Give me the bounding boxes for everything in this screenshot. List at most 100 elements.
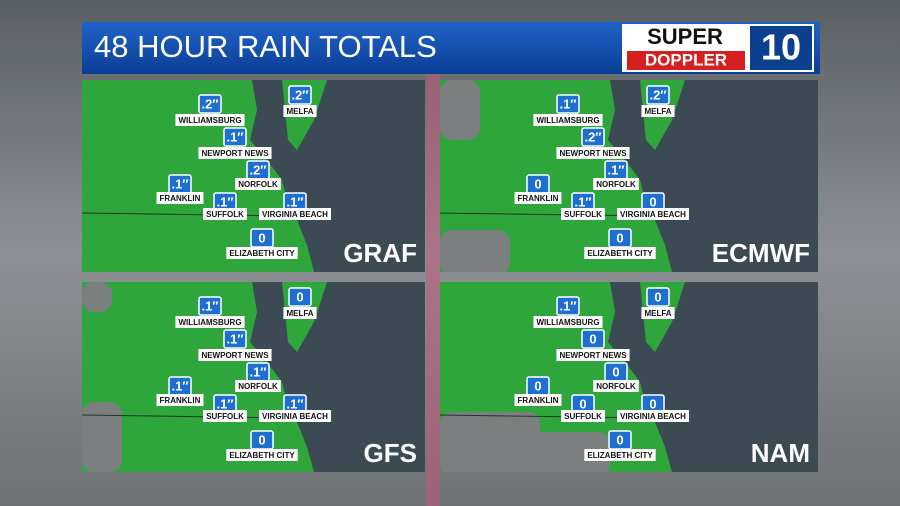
value-badge	[198, 296, 222, 316]
rain-value: .1″	[216, 194, 233, 209]
city-label-bg	[198, 349, 272, 361]
map-panel: .1″ WILLIAMSBURG 0 MELFA .1″ NEWPORT NEWS .1″ N…	[82, 282, 425, 472]
city-label-bg	[514, 192, 562, 204]
city-label-bg	[561, 208, 605, 220]
model-name: ECMWF	[712, 238, 810, 268]
rain-value: 0	[649, 194, 656, 209]
logo-number: 10	[761, 27, 801, 68]
rain-value: 0	[534, 176, 541, 191]
city-label: NEWPORT NEWS	[201, 351, 269, 360]
city-label: FRANKLIN	[518, 396, 559, 405]
city-label: WILLIAMSBURG	[178, 318, 241, 327]
city-label: SUFFOLK	[206, 210, 244, 219]
city-label-bg	[198, 147, 272, 159]
city-label: NEWPORT NEWS	[559, 351, 627, 360]
value-badge	[581, 329, 605, 349]
city-label: NORFOLK	[238, 382, 278, 391]
state-line	[82, 212, 293, 217]
city-label-bg	[175, 114, 245, 126]
value-badge	[223, 127, 247, 147]
city-label-bg	[283, 307, 317, 319]
rain-value: 0	[589, 331, 596, 346]
city-label-bg	[175, 316, 245, 328]
city-label: ELIZABETH CITY	[229, 451, 295, 460]
model-name: GRAF	[343, 238, 417, 268]
city-label: NORFOLK	[596, 180, 636, 189]
rain-value: 0	[616, 432, 623, 447]
city-label: MELFA	[644, 309, 671, 318]
rain-value: .1″	[216, 396, 233, 411]
city-label: FRANKLIN	[160, 396, 201, 405]
rain-value: 0	[534, 378, 541, 393]
rain-value: .1″	[171, 378, 188, 393]
city-label: ELIZABETH CITY	[229, 249, 295, 258]
city-label: SUFFOLK	[564, 210, 602, 219]
rain-value: .1″	[559, 96, 576, 111]
city-label-bg	[226, 449, 298, 461]
land	[82, 282, 314, 472]
city-label-bg	[235, 178, 281, 190]
city-label-bg	[617, 208, 689, 220]
city-label: WILLIAMSBURG	[178, 116, 241, 125]
city-label: NORFOLK	[596, 382, 636, 391]
city-label-bg	[259, 410, 331, 422]
city-label: VIRGINIA BEACH	[620, 412, 686, 421]
city-label-bg	[561, 410, 605, 422]
state-line	[440, 414, 651, 419]
city-label: WILLIAMSBURG	[536, 116, 599, 125]
city-label: MELFA	[644, 107, 671, 116]
logo-band	[627, 51, 745, 70]
rain-value: .1″	[171, 176, 188, 191]
no-rain	[440, 230, 510, 272]
value-badge	[556, 296, 580, 316]
rain-value: .2″	[584, 129, 601, 144]
value-badge	[646, 85, 670, 105]
rain-value: 0	[612, 364, 619, 379]
value-badge	[288, 287, 312, 307]
model-name: GFS	[364, 438, 417, 468]
rain-value: .1″	[286, 194, 303, 209]
city-label-bg	[514, 394, 562, 406]
city-label-bg	[617, 410, 689, 422]
divider-glow	[426, 70, 440, 506]
logo-badge	[750, 26, 812, 70]
state-line	[82, 414, 293, 419]
no-rain	[530, 432, 610, 472]
city-label: VIRGINIA BEACH	[620, 210, 686, 219]
city-label: MELFA	[286, 107, 313, 116]
rain-value: .1″	[574, 194, 591, 209]
rain-value: .1″	[226, 331, 243, 346]
rain-value: .2″	[201, 96, 218, 111]
title: 48 HOUR RAIN TOTALS	[94, 29, 437, 64]
rain-value: .2″	[291, 87, 308, 102]
city-label: SUFFOLK	[206, 412, 244, 421]
map-panel: .2″ WILLIAMSBURG .2″ MELFA .1″ NEWPORT NEWS .2…	[82, 80, 425, 272]
city-label-bg	[593, 178, 639, 190]
land	[82, 80, 314, 272]
value-badge	[288, 85, 312, 105]
rain-value: .2″	[649, 87, 666, 102]
city-label-bg	[641, 105, 675, 117]
rain-value: 0	[579, 396, 586, 411]
logo: SUPER DOPPLER 10	[622, 24, 814, 72]
city-label-bg	[156, 192, 204, 204]
city-label-bg	[259, 208, 331, 220]
city-label-bg	[584, 247, 656, 259]
city-label-bg	[156, 394, 204, 406]
city-label: ELIZABETH CITY	[587, 249, 653, 258]
rain-value: .2″	[249, 162, 266, 177]
rain-value: 0	[258, 432, 265, 447]
map-panel: .1″ WILLIAMSBURG 0 MELFA 0 NEWPORT NEWS 0 NORFO…	[440, 282, 818, 472]
city-label: NEWPORT NEWS	[201, 149, 269, 158]
no-rain	[440, 412, 540, 472]
city-label-bg	[203, 410, 247, 422]
city-label: MELFA	[286, 309, 313, 318]
city-label: NEWPORT NEWS	[559, 149, 627, 158]
city-label: FRANKLIN	[160, 194, 201, 203]
city-label-bg	[226, 247, 298, 259]
map-panel: .1″ WILLIAMSBURG .2″ MELFA .2″ NEWPORT NEWS .1…	[440, 80, 818, 272]
city-label-bg	[593, 380, 639, 392]
city-label-bg	[235, 380, 281, 392]
land	[440, 80, 672, 272]
rain-value: .1″	[249, 364, 266, 379]
